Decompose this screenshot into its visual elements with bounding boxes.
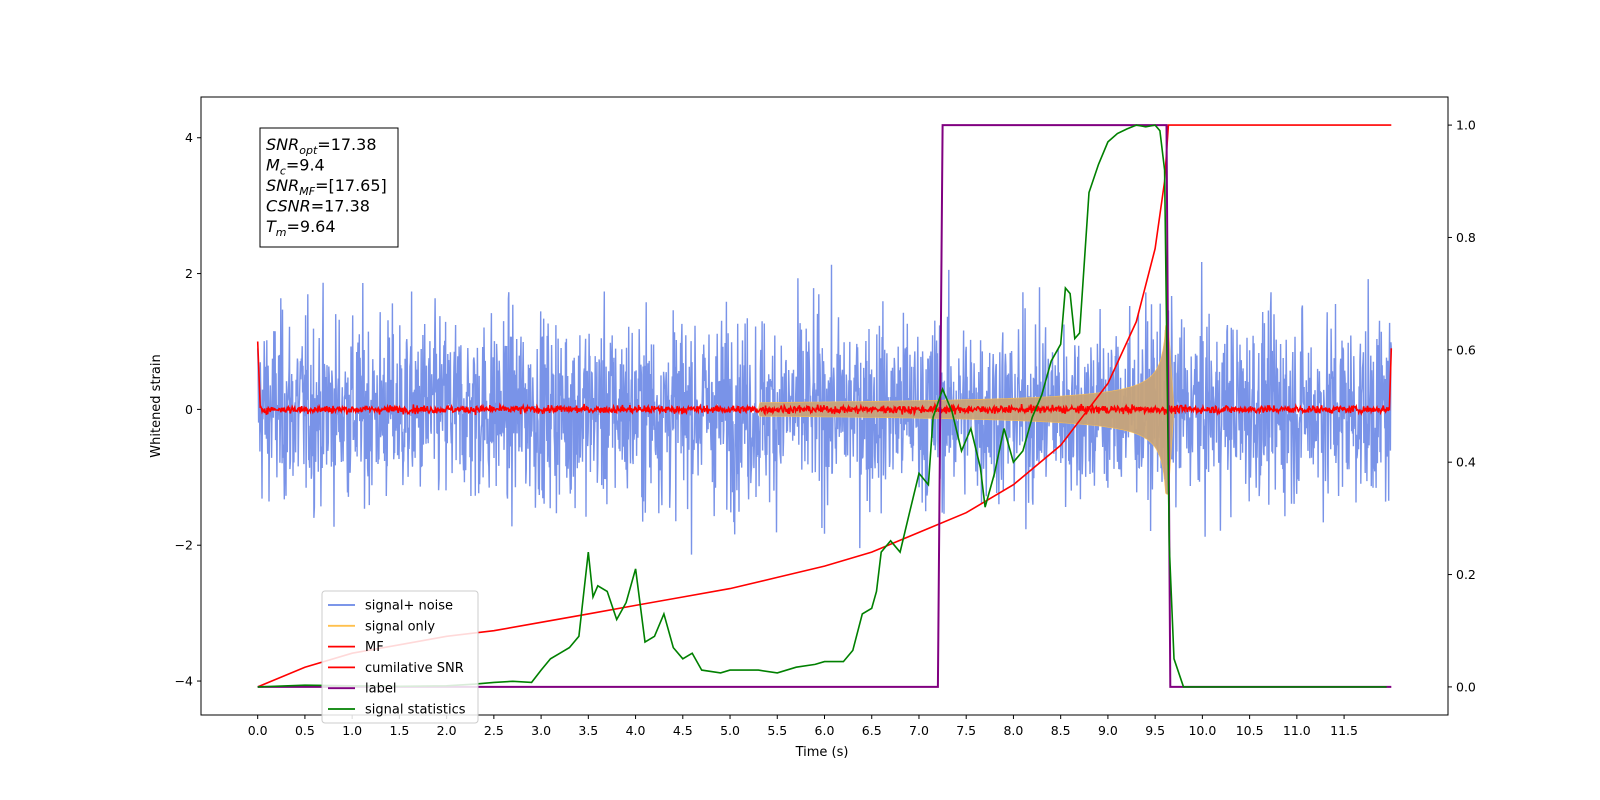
y-tick-label: 2 <box>185 266 193 281</box>
x-tick-label: 1.5 <box>389 723 409 738</box>
x-tick-label: 5.0 <box>720 723 740 738</box>
legend-label: cumilative SNR <box>365 661 464 676</box>
series-mf <box>256 341 1393 417</box>
x-tick-label: 7.0 <box>909 723 929 738</box>
x-tick-label: 6.5 <box>862 723 882 738</box>
y-tick-label: −4 <box>175 674 193 689</box>
x-tick-label: 5.5 <box>767 723 787 738</box>
x-tick-label: 4.0 <box>626 723 646 738</box>
x-tick-label: 9.0 <box>1098 723 1118 738</box>
stats-line: SNRopt=17.38 <box>266 135 377 157</box>
y-axis-label: Whitened strain <box>149 354 164 457</box>
x-tick-label: 1.0 <box>342 723 362 738</box>
stats-line: Tm=9.64 <box>266 217 336 239</box>
x-tick-label: 0.0 <box>248 723 268 738</box>
y2-tick-label: 0.0 <box>1456 679 1476 694</box>
y2-tick-label: 0.2 <box>1456 567 1476 582</box>
legend-label: label <box>365 682 396 697</box>
x-axis-label: Time (s) <box>795 745 849 760</box>
x-tick-label: 11.5 <box>1330 723 1358 738</box>
legend-frame <box>321 590 479 724</box>
y-tick-label: 0 <box>185 402 193 417</box>
x-tick-label: 10.0 <box>1188 723 1216 738</box>
stats-frame <box>259 127 399 248</box>
x-tick-label: 7.5 <box>956 723 976 738</box>
y2-tick-label: 0.6 <box>1456 342 1476 357</box>
x-tick-label: 9.5 <box>1145 723 1165 738</box>
x-tick-label: 8.0 <box>1003 723 1023 738</box>
stats-box: SNRopt=17.38Mc=9.4SNRMF=[17.65]CSNR=17.3… <box>259 127 399 248</box>
x-tick-label: 4.5 <box>673 723 693 738</box>
series-signal-noise <box>257 261 1392 555</box>
legend-label: signal statistics <box>365 703 466 718</box>
stats-line: Mc=9.4 <box>266 156 325 178</box>
x-tick-label: 2.0 <box>437 723 457 738</box>
x-tick-label: 10.5 <box>1236 723 1264 738</box>
legend-label: signal+ noise <box>365 599 453 614</box>
y2-tick-label: 0.8 <box>1456 230 1476 245</box>
stats-line: CSNR=17.38 <box>266 197 370 216</box>
stats-line: SNRMF=[17.65] <box>266 176 387 198</box>
y-tick-label: 4 <box>185 130 193 145</box>
y-tick-label: −2 <box>175 538 193 553</box>
x-tick-label: 11.0 <box>1283 723 1311 738</box>
x-tick-label: 6.0 <box>815 723 835 738</box>
x-tick-label: 3.0 <box>531 723 551 738</box>
series-signal-statistics <box>257 124 1387 688</box>
legend-label: MF <box>365 640 384 655</box>
x-tick-label: 8.5 <box>1051 723 1071 738</box>
legend-label: signal only <box>365 619 435 634</box>
x-tick-label: 2.5 <box>484 723 504 738</box>
y2-tick-label: 1.0 <box>1456 118 1476 133</box>
legend: signal+ noise signal only MF cumilative SNR… <box>321 590 479 724</box>
x-tick-label: 3.5 <box>578 723 598 738</box>
x-tick-label: 0.5 <box>295 723 315 738</box>
y2-tick-label: 0.4 <box>1456 455 1476 470</box>
